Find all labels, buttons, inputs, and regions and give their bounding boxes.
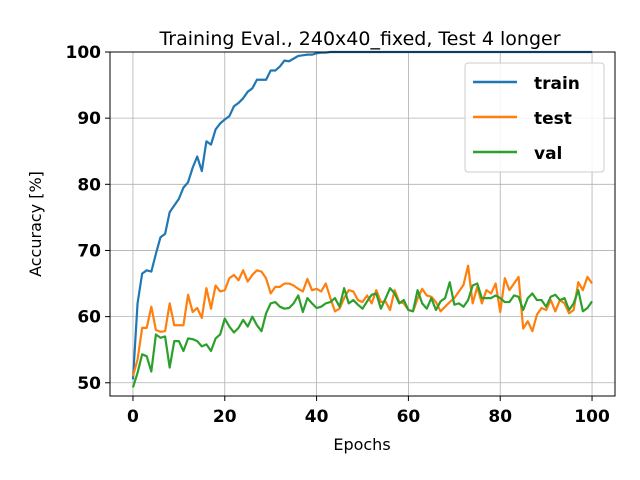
chart-title: Training Eval., 240x40_fixed, Test 4 lon…	[158, 28, 560, 50]
x-tick-label-40: 40	[305, 407, 329, 427]
legend-label-test: test	[534, 109, 572, 129]
y-tick-label-60: 60	[77, 308, 101, 328]
y-tick-label-50: 50	[77, 374, 101, 394]
x-tick-label-20: 20	[213, 407, 237, 427]
x-tick-label-0: 0	[127, 407, 139, 427]
x-tick-label-60: 60	[397, 407, 421, 427]
x-axis-label: Epochs	[333, 435, 390, 454]
plot-frame	[109, 51, 616, 397]
y-tick-label-80: 80	[77, 175, 101, 195]
legend-label-val: val	[534, 144, 562, 164]
y-tick-label-70: 70	[77, 241, 101, 261]
x-axis-ticks: 0 20 40 60 80 100	[127, 396, 610, 427]
legend: train test val	[464, 62, 605, 173]
x-tick-label-100: 100	[574, 407, 610, 427]
y-tick-label-90: 90	[77, 109, 101, 129]
y-axis-label: Accuracy [%]	[26, 171, 45, 277]
y-tick-label-100: 100	[66, 43, 102, 63]
series-line-test	[131, 264, 593, 377]
x-tick-label-80: 80	[488, 407, 512, 427]
series-line-val	[131, 281, 593, 388]
y-axis-ticks: 50 60 70 80 90 100	[66, 43, 110, 394]
legend-box	[464, 62, 605, 173]
legend-label-train: train	[534, 74, 580, 94]
